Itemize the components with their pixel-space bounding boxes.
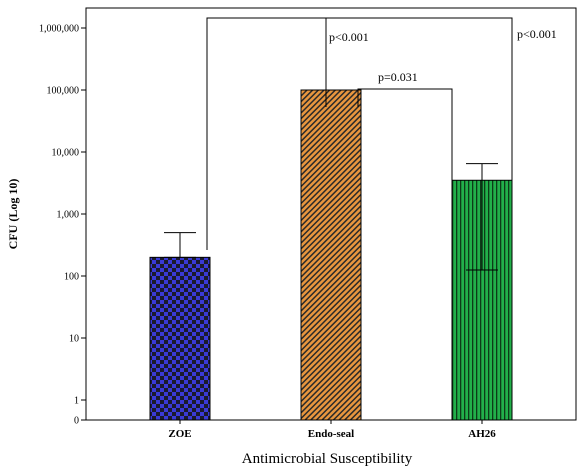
significance-bracket	[206, 17, 513, 250]
significance-brackets: p<0.001 p=0.031 p<0.001	[206, 17, 557, 250]
x-tick-label: Endo-seal	[308, 428, 354, 440]
bar-endo-seal	[300, 89, 362, 421]
y-tick-label: 10	[69, 334, 79, 345]
y-tick-label: 100,000	[47, 86, 80, 97]
x-tick-label: AH26	[468, 428, 496, 440]
y-axis: 0 1 10 100 1,000 10,000 100,000 1,000,000	[39, 24, 86, 427]
y-tick-label: 1,000	[57, 210, 80, 221]
y-tick-label: 1,000,000	[39, 24, 79, 35]
y-axis-title: CFU (Log 10)	[6, 179, 20, 250]
x-axis-labels: ZOE Endo-seal AH26	[168, 420, 496, 440]
significance-bracket	[357, 88, 453, 187]
error-bars	[164, 89, 498, 271]
bar-zoe	[149, 256, 211, 421]
y-tick-label: 0	[74, 416, 79, 427]
y-tick-label: 100	[64, 272, 79, 283]
y-tick-label: 1	[74, 396, 79, 407]
x-tick-label: ZOE	[168, 428, 191, 440]
x-axis-title: Antimicrobial Susceptibility	[242, 451, 413, 467]
y-tick-label: 10,000	[52, 148, 80, 159]
p-value-label: p=0.031	[378, 70, 418, 84]
bars	[149, 89, 513, 421]
p-value-label: p<0.001	[329, 30, 369, 44]
p-value-label: p<0.001	[517, 27, 557, 41]
